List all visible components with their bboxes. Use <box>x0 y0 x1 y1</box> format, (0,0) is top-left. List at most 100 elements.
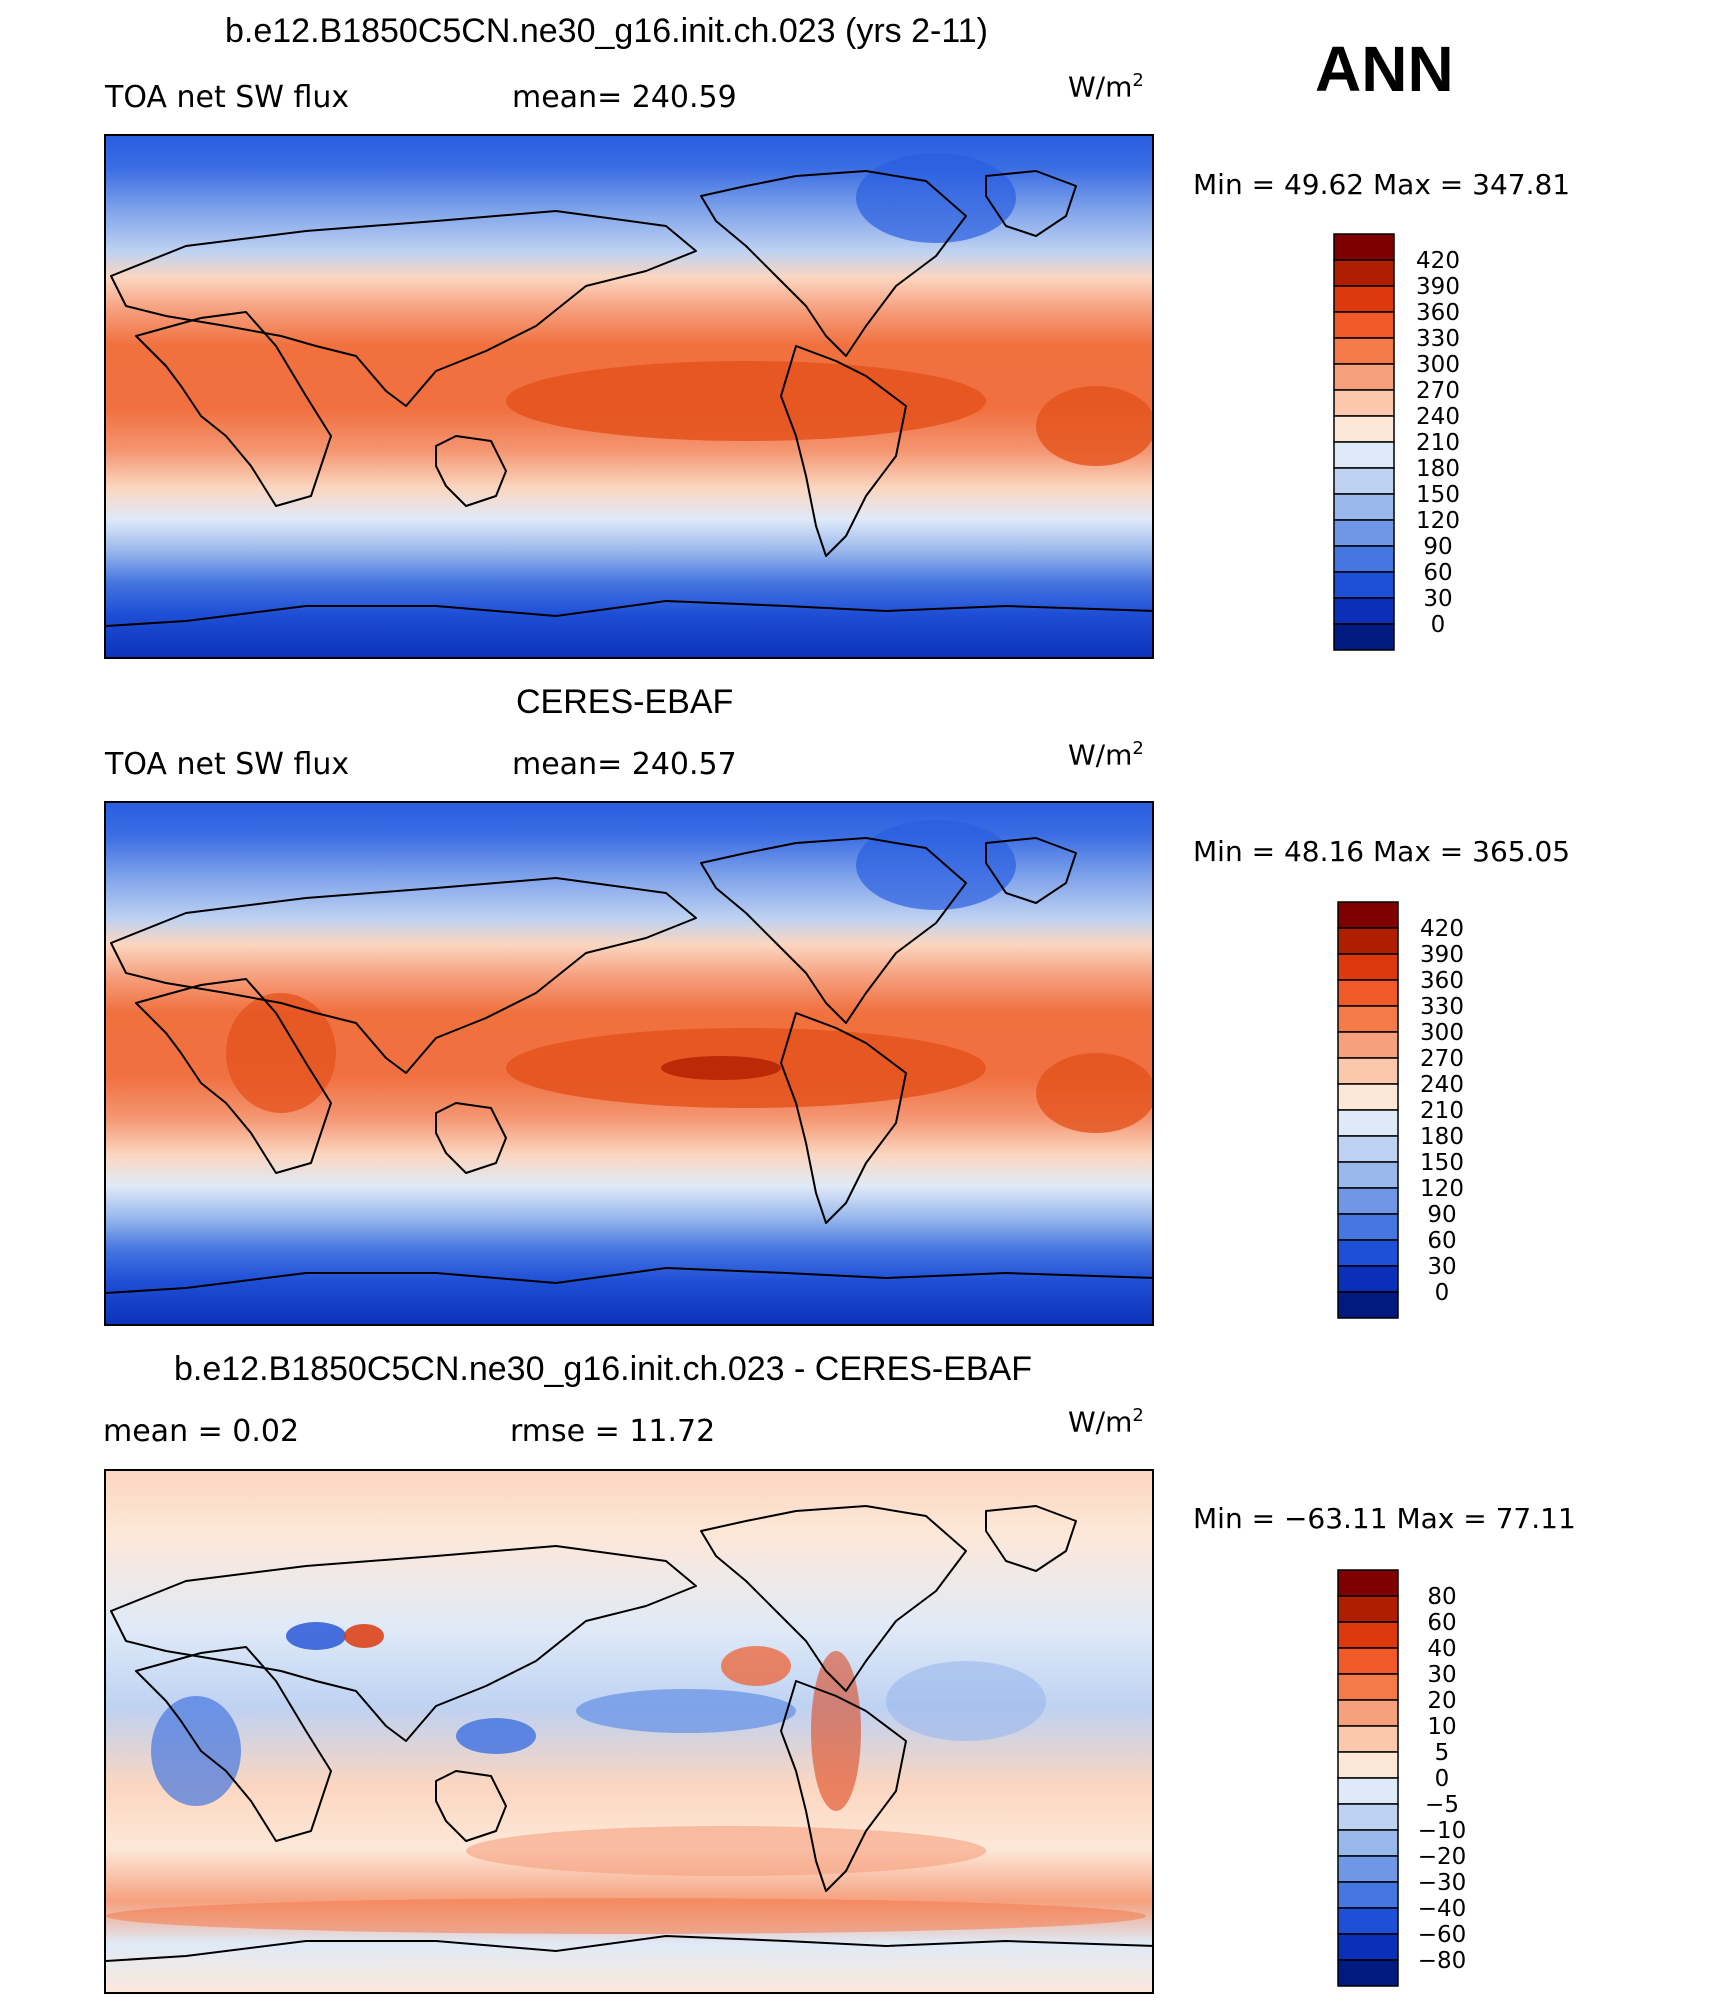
panel-2-units: W/m2 <box>1068 738 1144 772</box>
colorbar-tick-label: 90 <box>1423 534 1452 560</box>
colorbar-tick-label: 330 <box>1420 994 1464 1020</box>
colorbar-swatch <box>1337 1699 1399 1727</box>
colorbar-swatch <box>1337 1291 1399 1319</box>
colorbar-swatch <box>1337 1265 1399 1293</box>
colorbar-swatch <box>1337 1725 1399 1753</box>
colorbar-tick-label: 240 <box>1420 1072 1464 1098</box>
panel-3-rmse-label: rmse = 11.72 <box>510 1414 716 1449</box>
colorbar-tick-label: −10 <box>1418 1818 1467 1844</box>
colorbar-swatch <box>1337 1933 1399 1961</box>
colorbar-tick-label: 120 <box>1416 508 1460 534</box>
panel-2-variable-label: TOA net SW flux <box>105 747 350 782</box>
panel-3-map <box>104 1469 1154 1994</box>
colorbar-tick-label: 10 <box>1427 1714 1456 1740</box>
panel-2-min-max: Min = 48.16 Max = 365.05 <box>1193 835 1571 868</box>
colorbar-tick-label: 5 <box>1435 1740 1450 1766</box>
colorbar-swatch <box>1333 363 1395 391</box>
panel-1-mean-label: mean= 240.59 <box>512 80 737 115</box>
colorbar-swatch <box>1337 979 1399 1007</box>
colorbar-swatch <box>1337 1187 1399 1215</box>
colorbar-tick-label: 30 <box>1427 1254 1456 1280</box>
colorbar-swatch <box>1337 1673 1399 1701</box>
colorbar-tick-label: 90 <box>1427 1202 1456 1228</box>
panel-1-title: b.e12.B1850C5CN.ne30_g16.init.ch.023 (yr… <box>225 12 988 50</box>
colorbar-swatch <box>1337 1959 1399 1987</box>
colorbar-tick-label: 0 <box>1435 1280 1450 1306</box>
colorbar-swatch <box>1337 1057 1399 1085</box>
colorbar-swatch <box>1333 545 1395 573</box>
panel-2-mean-label: mean= 240.57 <box>512 747 737 782</box>
colorbar-swatch <box>1333 519 1395 547</box>
colorbar-tick-label: 360 <box>1420 968 1464 994</box>
colorbar-tick-label: 270 <box>1420 1046 1464 1072</box>
colorbar-tick-label: 420 <box>1420 916 1464 942</box>
colorbar-swatch <box>1337 1239 1399 1267</box>
colorbar-swatch <box>1337 1621 1399 1649</box>
panel-3-title: b.e12.B1850C5CN.ne30_g16.init.ch.023 - C… <box>174 1350 1033 1388</box>
panel-3-mean-label: mean = 0.02 <box>103 1414 300 1449</box>
colorbar-tick-label: 180 <box>1416 456 1460 482</box>
colorbar-swatch <box>1337 1109 1399 1137</box>
panel-3-min-max: Min = −63.11 Max = 77.11 <box>1193 1502 1576 1535</box>
colorbar-tick-label: 0 <box>1431 612 1446 638</box>
colorbar-tick-label: 30 <box>1427 1662 1456 1688</box>
colorbar-tick-label: 390 <box>1416 274 1460 300</box>
colorbar-tick-label: 300 <box>1420 1020 1464 1046</box>
colorbar-swatch <box>1333 571 1395 599</box>
colorbar-swatch <box>1333 493 1395 521</box>
colorbar-tick-label: 150 <box>1416 482 1460 508</box>
colorbar-tick-label: 210 <box>1416 430 1460 456</box>
colorbar-swatch <box>1337 1005 1399 1033</box>
colorbar-swatch <box>1333 337 1395 365</box>
colorbar-swatch <box>1333 441 1395 469</box>
colorbar-tick-label: −30 <box>1418 1870 1467 1896</box>
colorbar-tick-label: 300 <box>1416 352 1460 378</box>
panel-3-units: W/m2 <box>1068 1405 1144 1439</box>
colorbar-tick-label: 60 <box>1423 560 1452 586</box>
colorbar-tick-label: −40 <box>1418 1896 1467 1922</box>
colorbar-tick-label: −60 <box>1418 1922 1467 1948</box>
panel-1-variable-label: TOA net SW flux <box>105 80 350 115</box>
colorbar-tick-label: 30 <box>1423 586 1452 612</box>
colorbar-swatch <box>1337 953 1399 981</box>
colorbar-tick-label: 330 <box>1416 326 1460 352</box>
colorbar-swatch <box>1337 1031 1399 1059</box>
colorbar-swatch <box>1337 1083 1399 1111</box>
colorbar-tick-label: −20 <box>1418 1844 1467 1870</box>
colorbar-swatch <box>1337 1777 1399 1805</box>
colorbar-swatch <box>1333 597 1395 625</box>
colorbar-tick-label: 420 <box>1416 248 1460 274</box>
colorbar-swatch <box>1337 1881 1399 1909</box>
colorbar-swatch <box>1337 1569 1399 1597</box>
colorbar-swatch <box>1337 1595 1399 1623</box>
colorbar-swatch <box>1333 467 1395 495</box>
colorbar-tick-label: 20 <box>1427 1688 1456 1714</box>
panel-2-title: CERES-EBAF <box>516 683 734 721</box>
colorbar-tick-label: 40 <box>1427 1636 1456 1662</box>
colorbar-swatch <box>1333 389 1395 417</box>
colorbar-tick-label: 240 <box>1416 404 1460 430</box>
panel-2-map <box>104 801 1154 1326</box>
panel-3-map-svg <box>106 1471 1152 1992</box>
colorbar-tick-label: 180 <box>1420 1124 1464 1150</box>
colorbar-swatch <box>1337 1803 1399 1831</box>
colorbar-swatch <box>1337 1213 1399 1241</box>
colorbar-tick-label: −80 <box>1418 1948 1467 1974</box>
colorbar-swatch <box>1333 623 1395 651</box>
season-label: ANN <box>1315 33 1454 105</box>
colorbar-swatch <box>1337 1751 1399 1779</box>
colorbar-swatch <box>1337 1135 1399 1163</box>
colorbar-tick-label: 390 <box>1420 942 1464 968</box>
colorbar-swatch <box>1333 285 1395 313</box>
colorbar-swatch <box>1333 233 1395 261</box>
colorbar-tick-label: −5 <box>1425 1792 1459 1818</box>
colorbar-tick-label: 0 <box>1435 1766 1450 1792</box>
panel-1-units: W/m2 <box>1068 70 1144 104</box>
colorbar-swatch <box>1337 1161 1399 1189</box>
colorbar-tick-label: 270 <box>1416 378 1460 404</box>
colorbar-tick-label: 60 <box>1427 1228 1456 1254</box>
colorbar-swatch <box>1337 1647 1399 1675</box>
